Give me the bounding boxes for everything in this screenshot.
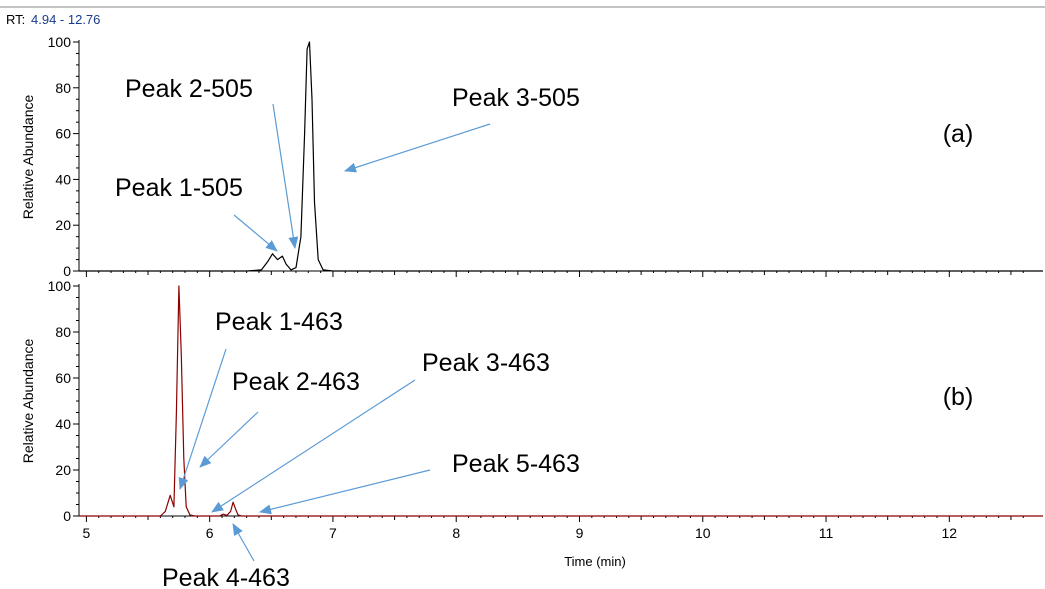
peak-annotation-label: Peak 2-463 <box>232 368 360 396</box>
x-tick-label: 11 <box>819 525 834 541</box>
x-tick-label: 9 <box>576 525 584 541</box>
x-tick-label: 7 <box>329 525 337 541</box>
y-tick-label-b: 100 <box>48 278 72 294</box>
x-tick-label: 10 <box>695 525 711 541</box>
panel-label-a: (a) <box>943 120 974 148</box>
y-tick-label-a: 40 <box>55 171 71 187</box>
rt-range-value: 4.94 - 12.76 <box>31 12 100 27</box>
peak-annotation-label: Peak 3-505 <box>452 84 580 112</box>
y-tick-label-a: 60 <box>55 126 71 142</box>
peak-annotation-label: Peak 3-463 <box>422 349 550 377</box>
y-tick-label-a: 0 <box>63 263 71 279</box>
annotation-arrow <box>199 411 259 468</box>
y-axis-title-b: Relative Abundance <box>20 339 36 464</box>
peak-annotation-label: Peak 4-463 <box>162 564 290 589</box>
annotation-arrow <box>232 523 255 562</box>
peak-annotation-label: Peak 2-505 <box>125 75 253 103</box>
peak-annotation-label: Peak 1-463 <box>215 308 343 336</box>
annotation-arrow <box>344 123 491 173</box>
y-tick-label-a: 100 <box>48 34 72 50</box>
y-axis-title-a: Relative Abundance <box>20 95 36 220</box>
annotation-arrow <box>211 379 416 513</box>
panel-label-b: (b) <box>943 383 974 411</box>
annotation-arrow <box>259 469 431 515</box>
annotation-arrow <box>233 214 278 252</box>
x-axis-title: Time (min) <box>564 554 626 569</box>
y-tick-label-b: 60 <box>55 370 71 386</box>
x-tick-label: 6 <box>206 525 214 541</box>
trace-line-b <box>79 285 1043 517</box>
y-tick-label-b: 20 <box>55 462 71 478</box>
x-tick-label: 8 <box>452 525 460 541</box>
x-tick-label: 5 <box>82 525 90 541</box>
peak-annotation-label: Peak 1-505 <box>115 174 243 202</box>
y-tick-label-b: 40 <box>55 416 71 432</box>
peak-annotation-label: Peak 5-463 <box>452 450 580 478</box>
trace-line-a <box>79 41 1043 272</box>
rt-label: RT: <box>6 12 25 27</box>
x-tick-label: 12 <box>942 525 958 541</box>
y-tick-label-a: 80 <box>55 80 71 96</box>
y-tick-label-b: 80 <box>55 324 71 340</box>
y-tick-label-b: 0 <box>63 508 71 524</box>
annotation-arrow <box>178 348 227 490</box>
y-tick-label-a: 20 <box>55 217 71 233</box>
annotation-arrow <box>272 103 299 249</box>
